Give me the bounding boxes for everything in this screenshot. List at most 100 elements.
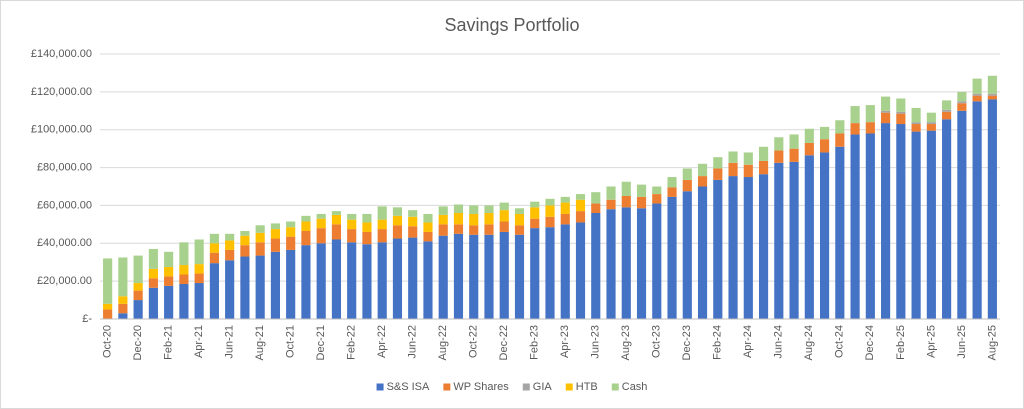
bar-segment (850, 106, 860, 124)
bar-segment (499, 210, 509, 222)
bar-segment (972, 101, 982, 319)
bar-segment (286, 227, 296, 237)
bar-segment (209, 263, 219, 319)
bar-segment (743, 164, 753, 178)
x-tick-label: Apr-21 (193, 325, 205, 358)
bar-segment (545, 205, 555, 217)
x-tick-label: Oct-20 (102, 325, 114, 358)
bar-segment (255, 232, 265, 243)
x-tick-label: Apr-22 (376, 325, 388, 358)
bar-segment (774, 137, 784, 151)
legend-swatch (376, 383, 384, 391)
bar-segment (469, 234, 479, 319)
bar-segment (926, 112, 936, 123)
bar-segment (942, 111, 952, 120)
bar-segment (514, 213, 525, 226)
bar-segment (545, 198, 555, 206)
bar-segment (896, 113, 906, 125)
bar-segment (926, 122, 936, 125)
bar-segment (240, 245, 250, 257)
bar-segment (331, 239, 342, 319)
bar-segment (774, 162, 784, 319)
bar-segment (713, 179, 723, 319)
bar-segment (133, 290, 143, 301)
bar-segment (362, 222, 372, 232)
x-tick-label: Oct-22 (468, 325, 480, 358)
bar-segment (469, 213, 479, 226)
bar-segment (225, 260, 235, 319)
x-tick-label: Jun-21 (224, 325, 236, 359)
x-tick-label: Dec-21 (315, 325, 327, 360)
bar-segment (270, 238, 280, 252)
bar-segment (667, 196, 677, 319)
bar-segment (225, 233, 235, 241)
x-tick-label: Oct-21 (285, 325, 297, 358)
bar-segment (881, 123, 891, 319)
bar-segment (896, 124, 906, 320)
bar-segment (743, 152, 753, 165)
bar-segment (652, 186, 662, 195)
bar-segment (575, 194, 586, 200)
bar-segment (331, 211, 342, 215)
bar-segment (118, 257, 128, 297)
bar-segment (164, 285, 174, 319)
bar-segment (728, 176, 738, 319)
bar-segment (209, 233, 219, 244)
x-tick-label: Oct-24 (834, 325, 846, 358)
bar-segment (255, 255, 265, 319)
bar-segment (560, 224, 570, 319)
bar-segment (530, 228, 540, 319)
bar-segment (820, 152, 830, 319)
bar-segment (591, 192, 601, 204)
bar-segment (804, 128, 814, 143)
bar-segment (377, 229, 387, 243)
bar-segment (423, 241, 433, 319)
bar-segment (682, 191, 692, 319)
bar-segment (942, 119, 952, 319)
y-tick-label: £120,000.00 (31, 86, 92, 98)
bar-segment (438, 224, 448, 236)
bar-segment (545, 216, 555, 228)
bar-segment (560, 213, 570, 225)
bar-segment (423, 231, 433, 242)
legend-label: HTB (576, 381, 598, 393)
y-tick-label: £40,000.00 (37, 237, 92, 249)
bar-segment (316, 218, 326, 229)
bar-segment (194, 239, 204, 265)
bar-segment (484, 234, 494, 319)
bar-segment (636, 208, 647, 319)
bar-segment (453, 213, 464, 225)
bar-segment (194, 283, 204, 319)
bar-segment (881, 96, 891, 111)
bar-segment (606, 186, 616, 200)
x-tick-label: Aug-21 (254, 325, 266, 360)
bar-segment (774, 150, 784, 163)
bar-segment (850, 123, 860, 135)
bar-segment (575, 199, 586, 212)
legend-label: GIA (533, 381, 553, 393)
bar-segment (438, 214, 448, 225)
chart-title: Savings Portfolio (444, 15, 579, 35)
legend-label: WP Shares (453, 381, 509, 393)
bar-segment (408, 226, 418, 238)
bar-segment (179, 283, 189, 319)
bar-segment (667, 177, 677, 188)
bar-segment (820, 126, 830, 140)
bar-segment (194, 273, 204, 284)
bar-segment (453, 204, 464, 213)
bar-segment (514, 234, 525, 319)
bar-segment (865, 133, 875, 319)
bar-segment (606, 199, 616, 210)
x-tick-label: Dec-23 (681, 325, 693, 360)
legend-swatch (443, 383, 451, 391)
bar-segment (408, 237, 418, 319)
bar-segment (499, 202, 509, 211)
bar-segment (682, 168, 692, 180)
bar-segment (514, 225, 525, 235)
bar-segment (499, 231, 509, 319)
bar-segment (240, 230, 250, 236)
bar-segment (911, 131, 921, 319)
x-tick-label: Feb-25 (895, 325, 907, 360)
bar-segment (118, 313, 128, 319)
bar-segment (133, 283, 143, 291)
